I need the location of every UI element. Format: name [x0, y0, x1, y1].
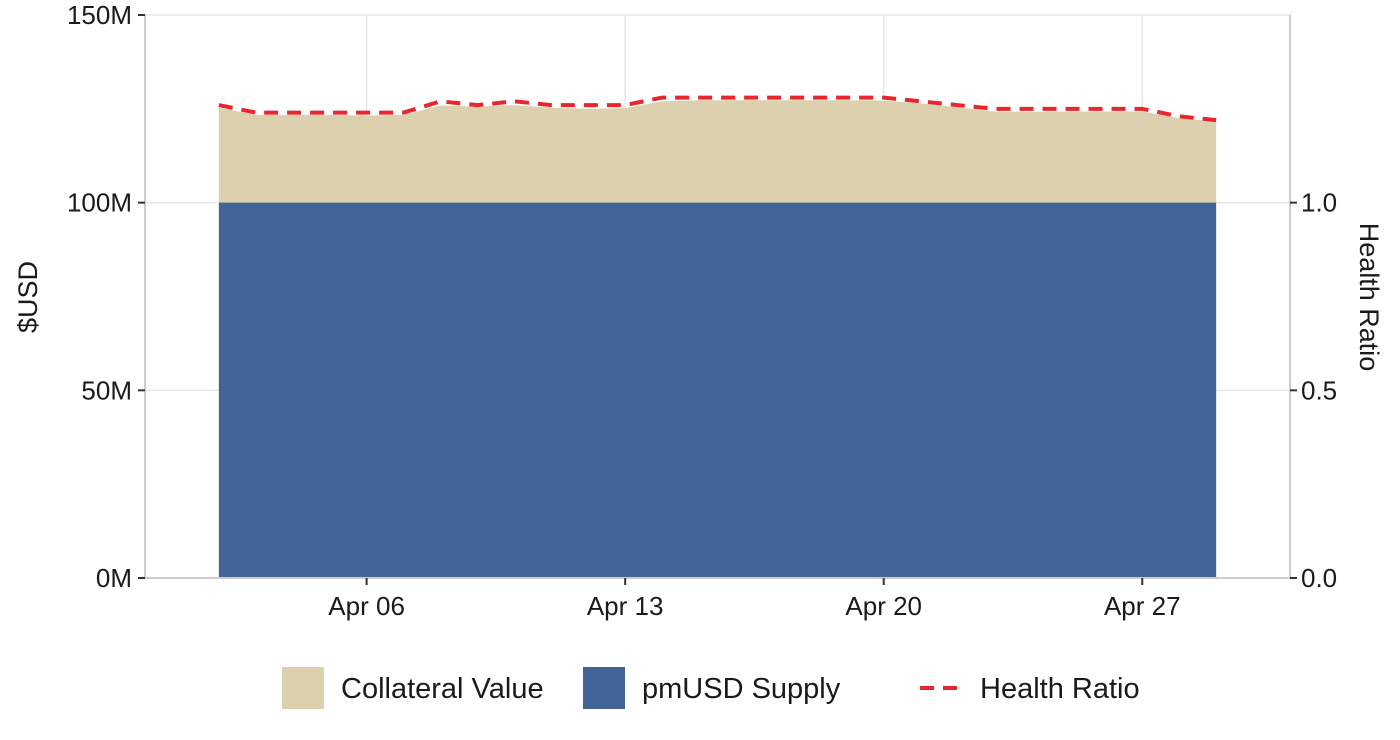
legend: Collateral Value pmUSD Supply Health Ratio [282, 667, 1140, 709]
legend-swatch-pmusd-supply [583, 667, 625, 709]
y-tick-label-left-1: 50M [81, 375, 132, 405]
line-health-ratio [218, 95, 1217, 123]
legend-swatch-collateral-value [282, 667, 324, 709]
y-axis-title-left: $USD [13, 261, 43, 333]
y-tick-label-left-2: 100M [67, 188, 132, 218]
right-axis-ticks: 0.0 0.5 1.0 [1290, 188, 1337, 593]
y-axis-title-right: Health Ratio [1354, 223, 1384, 372]
area-pmusd-supply [218, 202, 1217, 578]
y-tick-label-right-0: 0.0 [1301, 563, 1337, 593]
y-tick-label-left-0: 0M [96, 563, 132, 593]
y-tick-label-left-3: 150M [67, 0, 132, 30]
y-tick-label-right-2: 1.0 [1301, 188, 1337, 218]
x-axis-ticks: Apr 06 Apr 13 Apr 20 Apr 27 [328, 578, 1181, 621]
legend-label-health-ratio: Health Ratio [980, 673, 1140, 705]
legend-label-collateral-value: Collateral Value [341, 673, 544, 705]
area-series [218, 100, 1217, 578]
legend-label-pmusd-supply: pmUSD Supply [642, 673, 841, 705]
x-tick-label-0: Apr 06 [328, 591, 405, 621]
y-tick-label-right-1: 0.5 [1301, 375, 1337, 405]
axes [144, 15, 1291, 579]
left-axis-ticks: 0M 50M 100M 150M [67, 0, 145, 593]
line-series [218, 95, 1217, 123]
x-tick-label-1: Apr 13 [587, 591, 664, 621]
x-tick-label-3: Apr 27 [1104, 591, 1181, 621]
x-tick-label-2: Apr 20 [845, 591, 922, 621]
